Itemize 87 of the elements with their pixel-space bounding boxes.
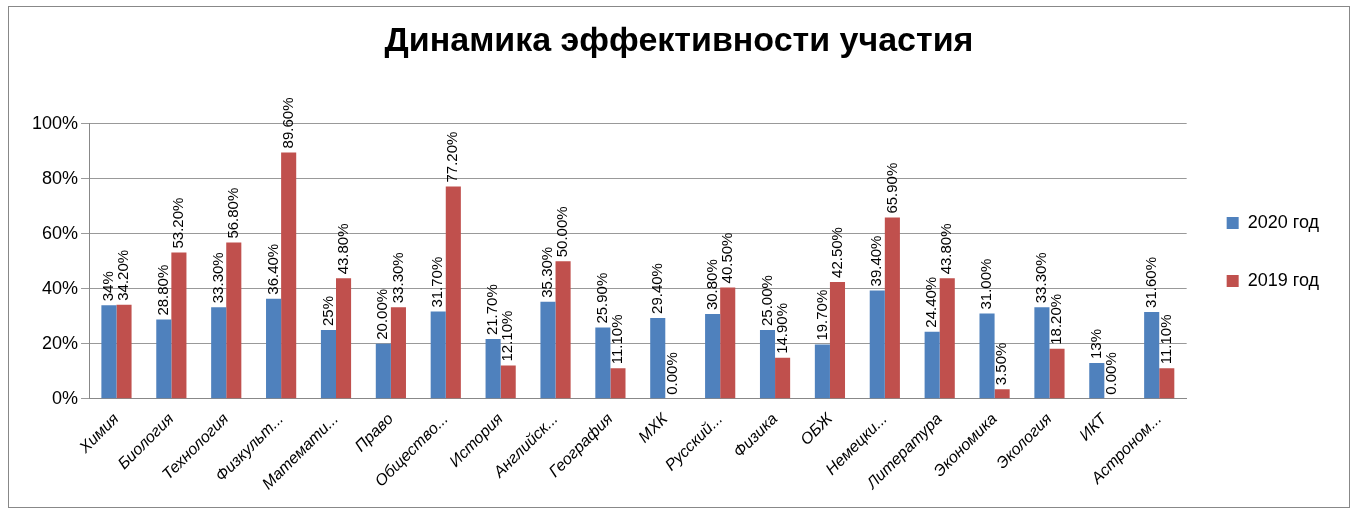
bar: [705, 314, 721, 399]
bar: [555, 261, 571, 399]
data-label: 36.40%: [263, 243, 281, 295]
bar: [1144, 311, 1160, 399]
bar: [595, 327, 611, 399]
bar: [994, 389, 1010, 399]
bar: [116, 304, 132, 399]
bar: [759, 330, 776, 399]
data-label: 25.00%: [757, 275, 775, 327]
data-label: 43.80%: [333, 223, 351, 275]
data-label: 29.40%: [647, 263, 665, 314]
bar: [1159, 368, 1175, 399]
legend-label: 2020 год: [1247, 211, 1320, 232]
data-label: 18.20%: [1047, 293, 1065, 345]
data-label: 13%: [1086, 329, 1104, 360]
data-label: 21.70%: [483, 284, 501, 336]
data-label: 31.70%: [428, 256, 446, 308]
data-label: 42.50%: [827, 227, 845, 278]
bar: [650, 317, 666, 399]
data-label: 34.20%: [114, 249, 132, 301]
data-label: 40.50%: [717, 232, 735, 284]
data-label: 12.10%: [498, 310, 516, 362]
bar: [375, 343, 391, 399]
bar: [320, 330, 336, 399]
data-label: 34%: [99, 271, 117, 302]
bar: [445, 186, 461, 399]
data-label: 33.30%: [208, 252, 226, 304]
y-tick-label: 60%: [42, 222, 79, 243]
bar: [101, 305, 117, 399]
bar: [266, 298, 282, 399]
data-label: 31.00%: [977, 258, 995, 310]
bar: [775, 357, 791, 399]
data-label: 33.30%: [388, 252, 406, 304]
data-label: 11.10%: [608, 314, 626, 365]
y-tick-label: 0%: [52, 387, 79, 408]
data-label: 77.20%: [443, 131, 461, 183]
data-label: 31.60%: [1141, 257, 1159, 308]
bar: [720, 287, 736, 399]
y-tick-label: 40%: [42, 277, 79, 298]
bar: [610, 368, 626, 399]
data-label: 11.10%: [1156, 314, 1174, 365]
y-tick-label: 100%: [31, 112, 79, 133]
y-tick-label: 80%: [42, 167, 79, 188]
bar: [485, 339, 501, 399]
data-label: 65.90%: [882, 162, 900, 214]
bar: [884, 217, 900, 399]
bar: [336, 278, 352, 399]
data-label: 14.90%: [772, 302, 790, 354]
data-label: 24.40%: [922, 276, 940, 328]
bar: [430, 311, 446, 399]
data-label: 30.80%: [702, 259, 720, 311]
data-label: 89.60%: [278, 97, 296, 149]
bar: [979, 313, 995, 399]
bar: [829, 281, 846, 399]
data-label: 0.00%: [1102, 352, 1120, 395]
data-label: 3.50%: [992, 342, 1010, 386]
data-label: 53.20%: [169, 197, 187, 249]
bar: [869, 290, 885, 399]
data-label: 35.30%: [538, 246, 556, 298]
data-label: 33.30%: [1032, 252, 1050, 304]
bar: [814, 344, 830, 399]
data-label: 28.80%: [153, 264, 171, 316]
data-label: 19.70%: [812, 289, 830, 341]
chart-title: Динамика эффективности участия: [384, 19, 974, 58]
bar: [211, 307, 227, 399]
bar: [281, 152, 297, 399]
bar: [156, 319, 172, 399]
data-label: 25%: [318, 296, 336, 327]
y-tick-label: 20%: [42, 332, 79, 353]
data-label: 25.90%: [593, 272, 611, 324]
data-label: 0.00%: [662, 352, 680, 395]
bar: [540, 301, 556, 399]
bar: [171, 252, 187, 399]
bar: [390, 307, 406, 399]
legend-label: 2019 год: [1247, 269, 1320, 290]
data-label: 50.00%: [553, 206, 571, 258]
data-label: 43.80%: [937, 223, 955, 275]
bar: [1089, 363, 1105, 399]
data-label: 56.80%: [223, 187, 241, 239]
bar: [939, 278, 955, 399]
bar: [1034, 307, 1050, 399]
bar: [924, 331, 940, 399]
bar: [1049, 348, 1065, 399]
bar: [226, 242, 242, 399]
data-label: 39.40%: [867, 235, 885, 287]
bar: [500, 365, 516, 399]
data-label: 20.00%: [373, 288, 391, 340]
